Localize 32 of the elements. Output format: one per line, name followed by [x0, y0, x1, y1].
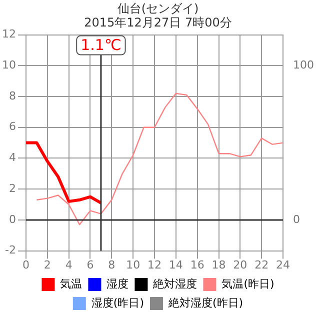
chart-subtitle: 2015年12月27日 7時00分 [84, 16, 232, 30]
x-tick-label: 4 [65, 258, 72, 272]
y-tick-label: 6 [8, 120, 16, 134]
x-tick-label: 2 [44, 258, 51, 272]
legend-label: 湿度 [106, 277, 129, 290]
legend-label: 絶対湿度(昨日) [168, 296, 244, 310]
y2-tick-label: 0 [293, 212, 300, 226]
x-tick-label: 18 [212, 258, 226, 272]
x-tick-label: 22 [254, 258, 269, 272]
y-tick-label: 2 [8, 182, 16, 195]
y-tick-label: 4 [8, 151, 16, 164]
legend-label: 絶対湿度 [152, 277, 198, 290]
legend-label: 気温(昨日) [222, 277, 274, 290]
x-tick-label: 0 [22, 258, 30, 272]
x-tick-label: 10 [126, 258, 140, 272]
x-tick-label: 8 [108, 258, 116, 272]
x-tick-label: 6 [86, 258, 94, 272]
legend-label: 気温 [60, 277, 82, 290]
ref-line-label: 1.1℃ [80, 36, 122, 54]
legend-label: 湿度(昨日) [91, 296, 144, 310]
chart-title: 仙台(センダイ) [117, 1, 199, 16]
x-tick-label: 16 [190, 258, 204, 272]
x-tick-label: 20 [233, 258, 248, 272]
y-tick-label: 10 [2, 58, 16, 72]
y-tick-label: 12 [2, 28, 16, 41]
y2-tick-label: 100 [293, 58, 314, 72]
y-tick-label: 8 [8, 89, 16, 102]
y-tick-label: 0 [8, 212, 16, 226]
x-tick-label: 12 [148, 258, 162, 272]
x-tick-label: 14 [168, 258, 183, 272]
y-tick-label: -2 [5, 244, 16, 257]
x-tick-label: 24 [276, 258, 290, 272]
